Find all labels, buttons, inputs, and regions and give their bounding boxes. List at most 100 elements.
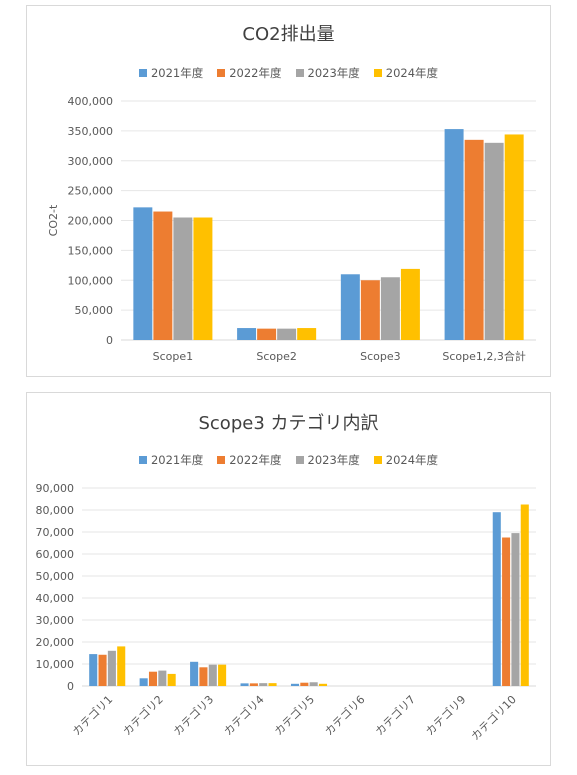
legend: 2021年度 2022年度 2023年度 2024年度	[27, 65, 550, 81]
y-tick-label: 250,000	[68, 185, 114, 198]
legend-item: 2024年度	[373, 452, 439, 468]
chart-plot: 0 10,000 20,000 30,000 40,000 50,000 60,000 70,…	[36, 482, 536, 743]
y-tick-label: 200,000	[68, 215, 114, 228]
y-tick-label: 10,000	[36, 658, 75, 671]
bar	[117, 646, 126, 686]
y-tick-label: 100,000	[68, 274, 114, 287]
legend-item: 2021年度	[138, 452, 204, 468]
bar	[240, 683, 249, 686]
bar	[139, 678, 148, 686]
bar	[290, 683, 300, 686]
bar	[502, 537, 511, 686]
x-tick-label: Scope1,2,3合計	[442, 349, 526, 363]
bar	[464, 139, 484, 340]
x-tick-label: カテゴリ2	[120, 692, 166, 738]
legend-label: 2021年度	[150, 66, 204, 80]
bar	[277, 328, 297, 340]
bar	[492, 512, 501, 686]
legend-label: 2023年度	[307, 66, 360, 80]
legend-label: 2024年度	[385, 453, 439, 467]
bar	[190, 661, 199, 686]
chart-panel-co2: CO2排出量 2021年度 2022年度 2023年度 2024年度 0 50,000 1…	[26, 5, 551, 377]
y-tick-label: 40,000	[36, 592, 75, 605]
bar	[380, 277, 400, 340]
y-tick-label: 30,000	[36, 614, 75, 627]
bar	[360, 280, 380, 340]
legend-item: 2024年度	[373, 65, 439, 81]
y-tick-label: 60,000	[36, 548, 75, 561]
bar	[158, 670, 167, 686]
bar	[297, 328, 317, 340]
legend-item: 2022年度	[217, 452, 282, 468]
bar	[309, 682, 318, 686]
y-tick-label: 50,000	[75, 304, 114, 317]
x-tick-label: カテゴリ4	[221, 692, 267, 738]
y-tick-label: 50,000	[36, 570, 75, 583]
legend-item: 2022年度	[217, 65, 282, 81]
bar	[340, 274, 360, 340]
bar	[237, 328, 257, 340]
y-tick-label: 20,000	[36, 636, 75, 649]
chart-plot: 0 50,000 100,000 150,000 200,000 250,000 300,0…	[47, 95, 536, 363]
chart-panel-scope3: Scope3 カテゴリ内訳 2021年度 2022年度 2023年度 2024年度 0…	[26, 392, 551, 766]
bar	[173, 217, 193, 340]
bar	[257, 328, 277, 340]
bar	[268, 683, 277, 686]
x-tick-label: カテゴリ9	[422, 692, 468, 738]
legend: 2021年度 2022年度 2023年度 2024年度	[27, 452, 550, 468]
bar	[218, 664, 227, 686]
bar	[249, 683, 258, 686]
bar	[400, 268, 420, 340]
x-tick-label: カテゴリ6	[322, 692, 368, 738]
y-tick-label: 0	[106, 334, 113, 347]
legend-item: 2023年度	[295, 65, 360, 81]
bar	[89, 654, 98, 686]
legend-item: 2023年度	[295, 452, 360, 468]
bar	[208, 664, 217, 686]
legend-swatch	[373, 456, 382, 464]
bar	[511, 533, 520, 686]
y-axis-title: CO2-t	[47, 204, 60, 236]
bar	[318, 683, 328, 686]
bar	[98, 654, 107, 686]
bar	[484, 142, 504, 340]
legend-swatch	[138, 456, 147, 464]
chart-title: CO2排出量	[242, 24, 335, 45]
x-tick-label: カテゴリ1	[69, 692, 115, 738]
x-tick-label: カテゴリ5	[271, 692, 317, 738]
y-tick-label: 150,000	[68, 244, 114, 257]
legend-swatch	[373, 69, 382, 77]
y-tick-label: 300,000	[68, 155, 114, 168]
bar	[193, 217, 213, 340]
legend-swatch	[295, 69, 304, 77]
y-tick-label: 400,000	[68, 95, 114, 108]
legend-swatch	[138, 69, 147, 77]
bar	[153, 211, 173, 340]
x-tick-label: カテゴリ3	[170, 692, 216, 738]
y-tick-label: 70,000	[36, 526, 75, 539]
bar	[504, 134, 524, 340]
x-tick-label: Scope3	[360, 350, 401, 363]
legend-item: 2021年度	[138, 65, 204, 81]
legend-label: 2022年度	[229, 66, 282, 80]
y-tick-label: 0	[67, 680, 74, 693]
legend-label: 2024年度	[385, 66, 439, 80]
legend-label: 2021年度	[150, 453, 204, 467]
bar	[300, 682, 309, 686]
bar	[444, 129, 464, 340]
bar	[199, 667, 208, 686]
bar	[167, 673, 176, 686]
bar	[133, 207, 153, 340]
x-tick-label: Scope1	[153, 350, 194, 363]
bar	[259, 683, 268, 686]
bar	[520, 504, 529, 686]
y-tick-label: 90,000	[36, 482, 75, 495]
bar	[148, 671, 158, 686]
legend-swatch	[217, 456, 226, 464]
legend-label: 2022年度	[229, 453, 282, 467]
chart-title: Scope3 カテゴリ内訳	[198, 413, 379, 434]
x-tick-label: カテゴリ10	[468, 692, 519, 743]
x-tick-label: Scope2	[256, 350, 297, 363]
legend-label: 2023年度	[307, 453, 360, 467]
x-tick-label: カテゴリ7	[372, 692, 418, 738]
